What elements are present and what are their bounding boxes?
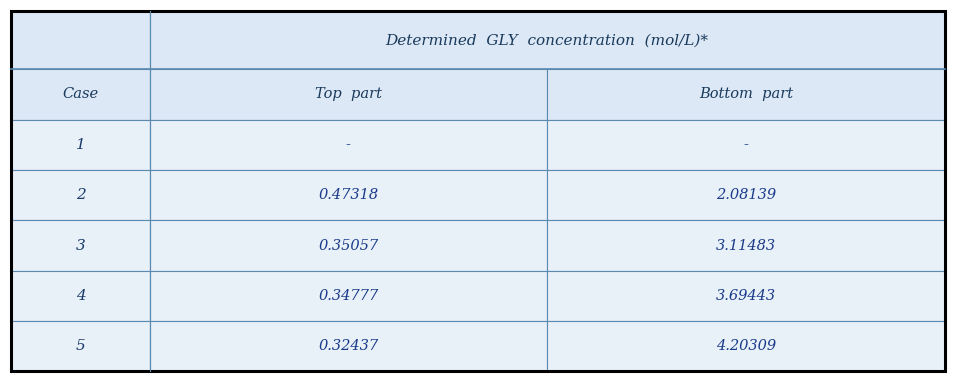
Text: Top  part: Top part (315, 88, 381, 102)
Text: 3: 3 (76, 238, 85, 252)
Text: 3.11483: 3.11483 (716, 238, 776, 252)
Bar (11, 11, 149, 69)
Bar (11, 321, 149, 371)
Bar (11, 220, 149, 271)
Bar (547, 69, 945, 120)
Bar (547, 271, 945, 321)
Text: Bottom  part: Bottom part (699, 88, 793, 102)
Bar (149, 120, 547, 170)
Bar (149, 11, 945, 69)
Bar (547, 321, 945, 371)
Bar (149, 321, 547, 371)
Text: 3.69443: 3.69443 (716, 289, 776, 303)
Bar (149, 69, 547, 120)
Bar (11, 170, 149, 220)
Bar (149, 271, 547, 321)
Bar (11, 69, 149, 120)
Text: 2: 2 (76, 188, 85, 202)
Text: 0.34777: 0.34777 (318, 289, 379, 303)
Bar (11, 120, 149, 170)
Text: 2.08139: 2.08139 (716, 188, 776, 202)
Bar (149, 170, 547, 220)
Text: -: - (346, 138, 351, 152)
Text: 4: 4 (76, 289, 85, 303)
Text: 4.20309: 4.20309 (716, 339, 776, 353)
Bar (11, 271, 149, 321)
Bar (149, 220, 547, 271)
Text: Determined  GLY  concentration  (mol/L)*: Determined GLY concentration (mol/L)* (385, 33, 708, 47)
Text: 1: 1 (76, 138, 85, 152)
Text: 5: 5 (76, 339, 85, 353)
Text: 0.35057: 0.35057 (318, 238, 379, 252)
Bar (547, 120, 945, 170)
Text: Case: Case (62, 88, 98, 102)
Text: 0.32437: 0.32437 (318, 339, 379, 353)
Text: -: - (743, 138, 749, 152)
Text: 0.47318: 0.47318 (318, 188, 379, 202)
Bar (547, 170, 945, 220)
Bar (547, 220, 945, 271)
